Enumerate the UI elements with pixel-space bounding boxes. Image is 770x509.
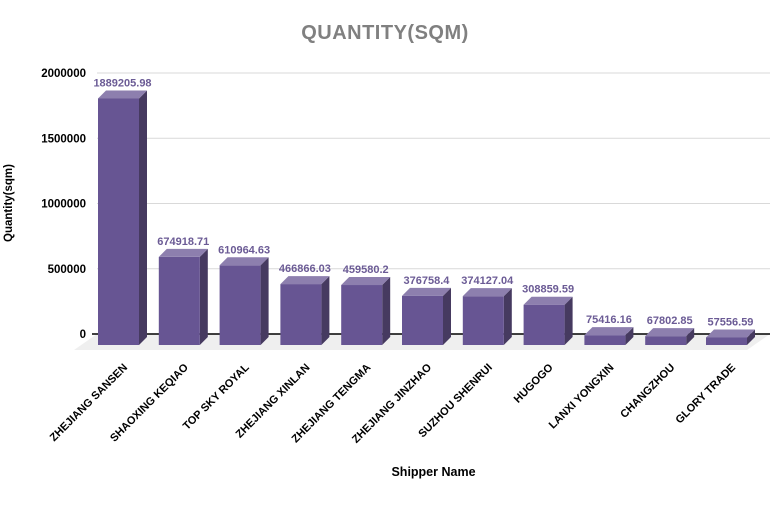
- bar-front-face: [341, 285, 383, 345]
- bar: [462, 288, 512, 345]
- bar-side-face: [564, 296, 573, 345]
- bar: [98, 90, 147, 345]
- bar: [402, 287, 451, 345]
- bar-top-face: [706, 329, 755, 338]
- bar-side-face: [747, 329, 755, 345]
- y-tick-label: 1500000: [41, 133, 86, 145]
- value-label: 1889205.98: [93, 77, 151, 89]
- value-label: 75416.16: [586, 314, 632, 326]
- category-label: LANXI YONGXIN: [547, 362, 617, 432]
- bar-top-face: [645, 328, 695, 337]
- bar: [341, 277, 391, 345]
- value-label: 459580.2: [343, 264, 389, 276]
- bar-top-face: [98, 90, 147, 99]
- value-label: 308859.59: [522, 284, 574, 296]
- bar-front-face: [645, 336, 687, 345]
- x-axis-title: Shipper Name: [391, 465, 476, 479]
- bar: [706, 329, 755, 345]
- y-tick-label: 0: [80, 329, 86, 341]
- bar: [219, 257, 269, 345]
- bar-side-face: [503, 288, 512, 345]
- value-label: 610964.63: [218, 244, 270, 256]
- chart-title: QUANTITY(SQM): [301, 22, 469, 44]
- bar-side-face: [443, 287, 451, 345]
- value-label: 57556.59: [708, 316, 754, 328]
- bar-front-face: [462, 296, 504, 345]
- bar-top-face: [584, 327, 634, 336]
- bar-top-face: [280, 276, 330, 285]
- category-label: TOP SKY ROYAL: [181, 361, 252, 432]
- bar-front-face: [402, 295, 443, 345]
- bar-side-face: [321, 276, 330, 345]
- bar-side-face: [199, 248, 208, 345]
- bar-side-face: [260, 257, 269, 345]
- bar-top-face: [158, 248, 208, 257]
- category-label: GLORY TRADE: [673, 362, 738, 427]
- value-label: 374127.04: [461, 275, 514, 287]
- value-label: 67802.85: [647, 315, 693, 327]
- bar: [523, 296, 573, 345]
- y-tick-label: 500000: [48, 264, 86, 276]
- bar-top-face: [341, 277, 391, 286]
- category-label: HUGOGO: [512, 361, 556, 405]
- bar: [158, 248, 208, 345]
- bar-top-face: [523, 296, 573, 305]
- bar: [584, 327, 634, 345]
- bar-front-face: [706, 337, 747, 345]
- bar-side-face: [625, 327, 634, 345]
- bar-front-face: [280, 284, 322, 345]
- category-label: CHANGZHOU: [618, 362, 677, 421]
- bar: [280, 276, 330, 345]
- bar-front-face: [219, 265, 261, 345]
- bar-top-face: [402, 287, 451, 296]
- bar-front-face: [523, 304, 565, 345]
- bar-side-face: [139, 90, 147, 345]
- y-tick-label: 1000000: [41, 199, 86, 211]
- bar-front-face: [98, 98, 139, 345]
- bar-front-face: [584, 335, 626, 345]
- value-label: 376758.4: [404, 275, 451, 287]
- bar-side-face: [382, 277, 391, 345]
- value-label: 466866.03: [279, 263, 331, 275]
- bar-side-face: [686, 328, 695, 345]
- bar-front-face: [158, 256, 200, 345]
- value-label: 674918.71: [157, 236, 209, 248]
- bar-top-face: [462, 288, 512, 297]
- bar-top-face: [219, 257, 269, 266]
- y-tick-label: 2000000: [41, 68, 86, 80]
- bar: [645, 328, 695, 345]
